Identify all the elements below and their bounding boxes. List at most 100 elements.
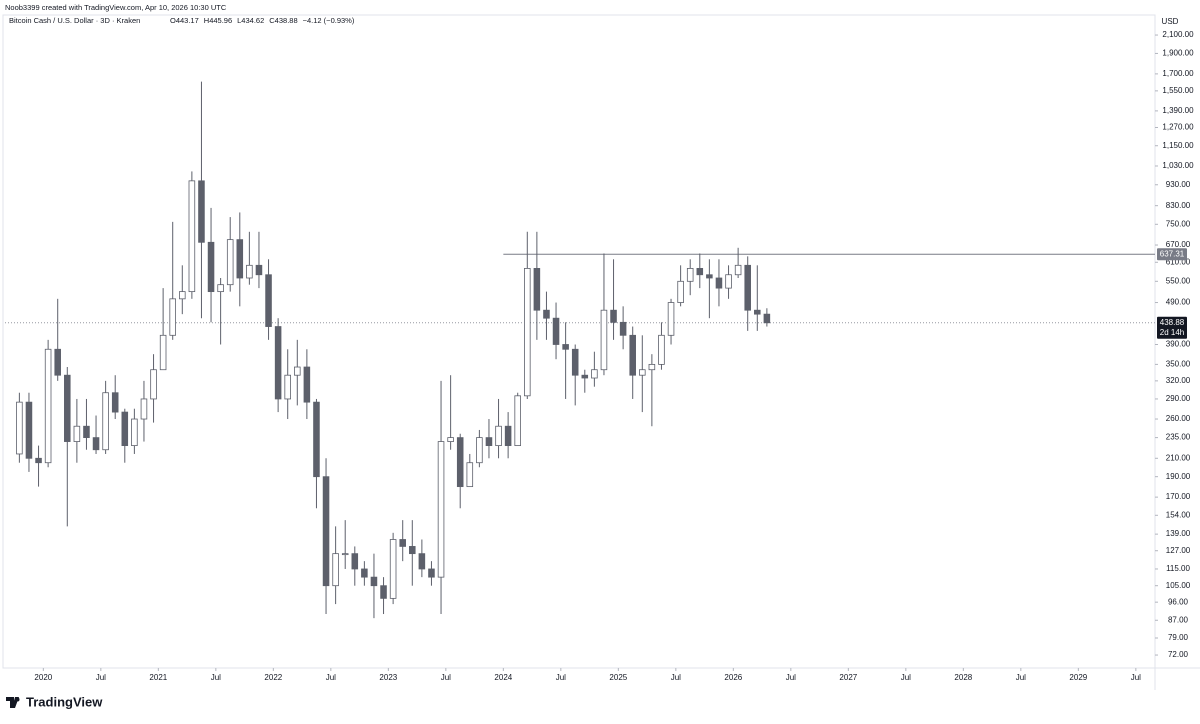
candle-body (677, 280, 684, 303)
candle-body (485, 437, 493, 447)
candle-body (265, 274, 272, 327)
y-tick-label: 105.00 (1166, 581, 1191, 590)
y-tick-label: 930.00 (1166, 180, 1191, 189)
ohlc-value: H445.96 (204, 16, 232, 25)
x-tick-label: 2021 (149, 673, 167, 682)
candle-body (696, 268, 704, 276)
candle-body (246, 264, 253, 279)
candle-body (92, 437, 100, 451)
x-tick-label: Jul (901, 673, 911, 682)
candle-body (284, 374, 291, 400)
y-tick-label: 79.00 (1168, 633, 1189, 642)
credit: Noob3399 created with TradingView.com, A… (5, 3, 227, 12)
x-tick-label: 2023 (379, 673, 397, 682)
last-price-label: 438.88 (1160, 318, 1185, 327)
y-tick-label: 72.00 (1168, 650, 1189, 659)
candle-body (629, 334, 636, 376)
x-tick-label: 2020 (34, 673, 52, 682)
candle-body (504, 425, 512, 447)
candle-body (466, 462, 474, 488)
candle-body (322, 476, 330, 587)
ohlc-value: L434.62 (237, 16, 264, 25)
y-tick-label: 2,100.00 (1162, 30, 1194, 39)
y-tick-label: 1,030.00 (1162, 161, 1194, 170)
candle-body (169, 298, 176, 336)
y-tick-label: 190.00 (1166, 472, 1191, 481)
candle-body (102, 392, 109, 451)
candle-body (763, 313, 771, 324)
candle-body (524, 268, 531, 397)
candle-body (409, 546, 416, 555)
candle-body (121, 411, 129, 447)
candle-body (150, 369, 157, 400)
x-tick-label: Jul (96, 673, 106, 682)
candle-body (111, 392, 119, 413)
candle-body (351, 553, 359, 570)
candle-body (131, 418, 138, 447)
candle-body (83, 425, 90, 439)
y-tick-label: 830.00 (1166, 201, 1191, 210)
y-tick-label: 490.00 (1166, 298, 1191, 307)
candle-body (35, 457, 42, 464)
y-tick-label: 750.00 (1166, 219, 1191, 228)
candle-body (140, 398, 148, 420)
y-tick-label: 96.00 (1168, 597, 1189, 606)
level-label-box (1157, 248, 1187, 261)
candle-body (658, 334, 665, 365)
candle-body (562, 344, 569, 350)
candle-body (571, 348, 579, 376)
y-tick-label: 1,700.00 (1162, 69, 1194, 78)
candle-body (754, 309, 761, 315)
candle-body (217, 284, 224, 293)
x-tick-label: 2025 (609, 673, 627, 682)
y-tick-label: 1,150.00 (1162, 141, 1194, 150)
candle-body (313, 401, 320, 478)
candle-body (64, 374, 71, 442)
candle-body (255, 264, 263, 276)
y-tick-label: 670.00 (1166, 240, 1191, 249)
candle-body (495, 425, 502, 447)
candle-body (619, 321, 627, 336)
x-tick-label: 2026 (724, 673, 742, 682)
x-tick-label: Jul (1131, 673, 1141, 682)
candle-body (389, 539, 397, 599)
y-tick-label: 260.00 (1166, 414, 1191, 423)
y-tick-label: 1,270.00 (1162, 123, 1194, 132)
candle-body (54, 348, 61, 376)
currency: USD (1162, 17, 1179, 26)
y-tick-label: 390.00 (1166, 340, 1191, 349)
candle-body (447, 437, 454, 442)
candle-body (706, 274, 713, 279)
candle-body (744, 264, 751, 311)
candle-body (600, 309, 608, 371)
level-label: 637.31 (1160, 249, 1185, 258)
x-tick-label: 2022 (264, 673, 282, 682)
x-tick-label: 2024 (494, 673, 512, 682)
x-tick-label: 2027 (839, 673, 857, 682)
x-tick-label: Jul (211, 673, 221, 682)
logo-dot (15, 697, 20, 702)
symbol: Bitcoin Cash / U.S. Dollar · 3D · Kraken (9, 16, 140, 25)
candle-body (715, 277, 723, 289)
candle-body (734, 264, 742, 276)
y-tick-label: 210.00 (1166, 453, 1191, 462)
candle-body (332, 553, 339, 587)
candle-body (686, 268, 694, 282)
candle-body (341, 553, 349, 556)
x-tick-label: Jul (671, 673, 681, 682)
candle-body (667, 302, 675, 336)
y-tick-label: 550.00 (1166, 276, 1191, 285)
y-tick-label: 139.00 (1166, 529, 1191, 538)
y-tick-label: 1,550.00 (1162, 86, 1194, 95)
candle-body (370, 576, 378, 587)
candle-body (610, 309, 617, 323)
y-tick-label: 290.00 (1166, 394, 1191, 403)
x-tick-label: Jul (326, 673, 336, 682)
candle-body (514, 395, 521, 447)
x-tick-label: Jul (786, 673, 796, 682)
candle-body (418, 553, 426, 570)
y-tick-label: 87.00 (1168, 615, 1189, 624)
ohlc-value: −4.12 (−0.93%) (303, 16, 355, 25)
